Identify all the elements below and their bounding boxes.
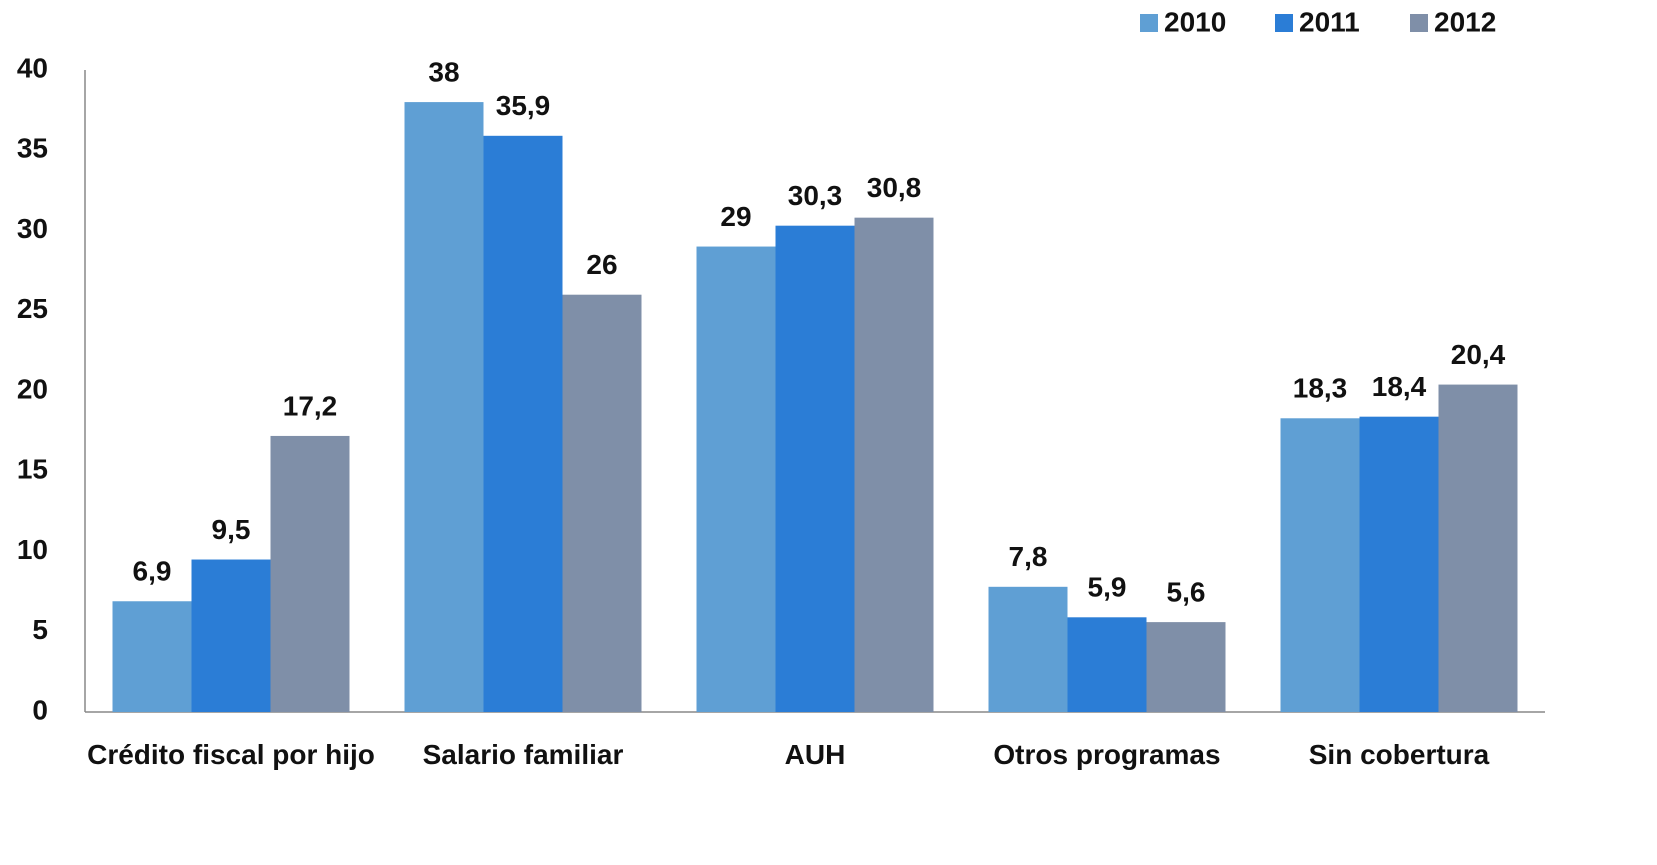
- bar: [1359, 416, 1439, 712]
- legend-swatch: [1275, 14, 1293, 32]
- x-tick-label: Otros programas: [993, 739, 1221, 770]
- legend-label: 2012: [1434, 6, 1496, 37]
- bar: [1280, 418, 1360, 712]
- y-tick-label: 5: [32, 614, 48, 645]
- bar: [404, 102, 484, 713]
- data-label: 6,9: [133, 556, 172, 587]
- data-label: 9,5: [212, 514, 251, 545]
- data-label: 30,8: [867, 172, 922, 203]
- bar: [1438, 384, 1518, 712]
- bar: [775, 225, 855, 712]
- data-label: 38: [428, 56, 459, 87]
- data-label: 35,9: [496, 90, 551, 121]
- legend-label: 2011: [1299, 6, 1360, 37]
- y-tick-label: 25: [17, 293, 48, 324]
- bar: [191, 559, 271, 712]
- y-tick-label: 0: [32, 694, 48, 725]
- bar: [562, 294, 642, 712]
- data-label: 18,3: [1293, 373, 1348, 404]
- data-label: 7,8: [1009, 541, 1048, 572]
- y-tick-label: 30: [17, 213, 48, 244]
- bar: [696, 246, 776, 713]
- data-label: 30,3: [788, 180, 843, 211]
- bar: [854, 217, 934, 712]
- data-label: 29: [720, 201, 751, 232]
- x-tick-label: Sin cobertura: [1308, 739, 1490, 770]
- y-tick-label: 35: [17, 133, 48, 164]
- bar: [483, 135, 563, 712]
- data-label: 17,2: [283, 390, 338, 421]
- bar: [112, 601, 192, 712]
- x-tick-label: AUH: [784, 739, 846, 770]
- data-label: 5,6: [1167, 577, 1206, 608]
- bar: [270, 435, 350, 712]
- y-tick-label: 40: [17, 52, 48, 83]
- x-tick-label: Crédito fiscal por hijo: [87, 739, 375, 770]
- bar: [988, 586, 1068, 712]
- bar: [1067, 617, 1147, 712]
- data-label: 18,4: [1372, 371, 1427, 402]
- y-tick-label: 15: [17, 454, 48, 485]
- y-tick-label: 20: [17, 373, 48, 404]
- legend-label: 2010: [1164, 6, 1226, 37]
- bar: [1146, 622, 1226, 712]
- legend-swatch: [1140, 14, 1158, 32]
- data-label: 26: [586, 249, 617, 280]
- data-label: 20,4: [1451, 339, 1506, 370]
- data-label: 5,9: [1088, 572, 1127, 603]
- legend-swatch: [1410, 14, 1428, 32]
- x-tick-label: Salario familiar: [422, 739, 624, 770]
- y-tick-label: 10: [17, 534, 48, 565]
